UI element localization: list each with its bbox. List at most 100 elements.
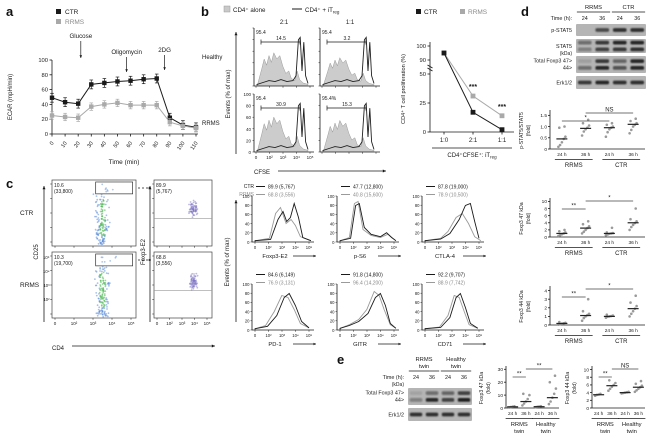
- flow-dot: [95, 294, 98, 297]
- gate-count: (33,800): [54, 189, 73, 195]
- panel-d-label: d: [521, 4, 529, 19]
- y-tick-label: 10³: [43, 283, 50, 288]
- flow-dot: [189, 286, 192, 288]
- data-point: [586, 220, 590, 223]
- gate-percent: 10.3: [54, 255, 64, 261]
- group-label: Healthy: [536, 422, 556, 428]
- flow-dot: [101, 297, 104, 300]
- cfse-axis-arrow-head: [382, 169, 386, 173]
- flow-dot: [192, 285, 195, 288]
- blot-band: [595, 66, 610, 70]
- blot-band: [595, 28, 610, 32]
- x-tick-label: 10³: [279, 245, 286, 250]
- flow-dot: [101, 307, 103, 310]
- legend-value-ctr: 47.7 (12,800): [353, 185, 383, 191]
- flow-dot: [104, 216, 106, 219]
- y-tick-label: 80: [245, 291, 250, 296]
- x-tick-label: 24 h: [594, 411, 604, 417]
- blot-band: [630, 40, 645, 45]
- flow-dot: [104, 290, 107, 293]
- series-line-CTR: [443, 52, 503, 131]
- x-tick-label: 0: [424, 245, 427, 250]
- flow-dot: [95, 215, 98, 218]
- flow-dot: [192, 210, 195, 213]
- marker-axis-arrow-head: [398, 254, 401, 258]
- data-point: [629, 301, 632, 304]
- marker-name: CD71: [438, 342, 453, 348]
- x-tick-label: 10³: [280, 155, 287, 160]
- flow-dot: [96, 198, 99, 201]
- x-tick-label: 36 h: [581, 240, 591, 246]
- series-line-RRMS: [51, 102, 197, 129]
- gate-rect: [95, 181, 133, 195]
- flow-dot: [102, 302, 104, 304]
- hist-cd4-alone: [323, 57, 375, 86]
- flow-dot: [190, 210, 193, 213]
- flow-dot: [191, 272, 194, 275]
- flow-dot: [196, 208, 199, 210]
- data-point-RRMS: [154, 102, 159, 108]
- flow-dot: [100, 203, 102, 205]
- flow-dot: [103, 307, 106, 310]
- x-tick-label: 10³: [90, 321, 97, 326]
- x-tick-label: 24 h: [557, 240, 567, 246]
- flow-dot: [101, 310, 104, 313]
- y-tick-label: 4: [586, 390, 589, 396]
- y-tick-label: 100: [328, 282, 336, 287]
- blot-band: [577, 40, 592, 45]
- legend-cd4-treg: CD4⁺ + iTreg: [305, 7, 340, 15]
- x-tick-label: 0: [339, 245, 342, 250]
- hist-rrms: [339, 290, 397, 330]
- x-tick-label: 10⁴: [292, 333, 299, 338]
- flow-dot: [102, 271, 105, 274]
- legend-marker-ctr: [56, 9, 61, 14]
- y-tick-label: 0: [423, 130, 426, 136]
- data-point: [528, 393, 531, 397]
- y-tick-label: 10: [542, 199, 548, 205]
- flow-dot: [104, 223, 107, 226]
- flow-dot: [188, 210, 191, 213]
- y-tick-label: 4: [544, 221, 547, 227]
- flow-dot: [98, 306, 101, 309]
- y-tick-label: 20: [246, 138, 252, 143]
- x-tick-label: 10³: [449, 333, 456, 338]
- flow-dot: [99, 309, 101, 312]
- x-tick-label: 36 h: [581, 328, 591, 334]
- flow-dot: [100, 221, 103, 224]
- flow-dot: [96, 282, 99, 284]
- kda-label: (kDa): [392, 382, 405, 388]
- flow-dot: [96, 218, 99, 221]
- blot-row-label: Total Foxp3 47>: [533, 59, 572, 65]
- flow-dot: [104, 279, 107, 282]
- marker-axis-arrow-head: [483, 254, 486, 258]
- blot-band: [595, 40, 610, 45]
- y-tick-label: 90: [420, 58, 426, 64]
- y-tick-label: 40: [415, 221, 420, 226]
- y-tick-label: 80: [245, 203, 250, 208]
- data-point: [558, 320, 561, 324]
- blot-band: [577, 47, 592, 52]
- x-tick-label: 10²: [71, 321, 78, 326]
- data-point: [557, 145, 560, 149]
- y-tick-label: 100: [413, 194, 421, 199]
- percent-parent: 95.4: [256, 96, 266, 102]
- flow-dot: [103, 303, 105, 306]
- flow-dot: [97, 242, 100, 245]
- percent-parent: 95.4%: [322, 96, 337, 102]
- flow-dot: [101, 212, 104, 215]
- time-value: 24: [445, 375, 451, 381]
- percent-parent: 95.4: [256, 30, 266, 36]
- group-label: CTR: [615, 251, 628, 257]
- data-point: [634, 117, 637, 120]
- y-tick-label: 20: [42, 117, 48, 123]
- data-point: [547, 402, 551, 406]
- x-tick-label: 36 h: [634, 411, 644, 417]
- marker-axis-arrow-head: [313, 254, 316, 258]
- flow-dot: [101, 183, 104, 186]
- flow-dot: [190, 208, 193, 210]
- y-axis-title: Foxp3 44 kDa: [519, 290, 525, 322]
- significance-label: **: [517, 372, 522, 378]
- significance-label: *: [608, 284, 611, 290]
